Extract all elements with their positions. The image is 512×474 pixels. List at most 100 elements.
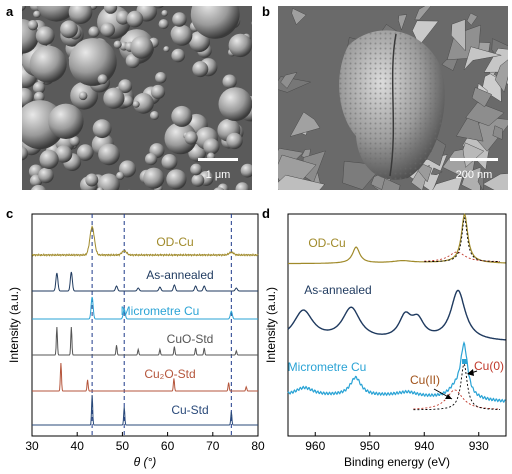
panel-letter-c: c [6,206,14,221]
xps-x-tick-label: 950 [360,439,380,453]
xrd-series-line [32,394,258,426]
xrd-series-line [32,326,258,356]
sem-fragment [461,166,482,190]
xps-series-label: OD-Cu [308,236,345,250]
xps-series-label: As-annealed [304,283,371,297]
sem-particle [116,171,125,180]
xrd-series-line [32,271,258,292]
sem-fragment [451,19,466,52]
sem-particle [77,144,94,161]
xps-peak-marker [462,359,468,364]
sem-particle [92,119,112,139]
sem-particle [96,187,104,190]
sem-particle [155,72,167,84]
sem-particle [29,45,67,83]
sem-particle [184,131,198,145]
sem-particle [68,6,93,24]
xps-series-line [287,289,506,341]
xps-chart: OD-Cu As-annealed Micrometre Cu Cu(II) Cu(0)… [264,213,507,469]
sem-particle [68,38,117,86]
sem-particle [161,10,168,17]
scale-bar-b-label: 200 nm [456,169,493,181]
sem-particle [171,24,193,46]
sem-fragment [289,111,321,137]
sem-particle [164,122,197,155]
xrd-x-axis-label: θ (°) [134,455,157,469]
xps-series-label: Micrometre Cu [288,360,367,374]
sem-particle [30,184,47,190]
sem-particle [172,12,187,27]
sem-fragment [482,173,508,190]
xps-series-line [288,213,506,265]
sem-particle [113,40,122,49]
panel-letter-b: b [262,4,270,19]
xps-fit-curve [424,216,500,263]
sem-particle [36,6,77,22]
sem-particle [78,91,88,101]
xps-x-axis-label: Binding energy (eV) [344,455,450,469]
scale-bar-a-label: 1 μm [206,169,231,181]
sem-particle [190,163,203,176]
xrd-plot-frame [31,213,259,437]
xrd-series-label: OD-Cu [156,235,193,249]
sem-fragment [430,167,443,176]
sem-fragment [471,87,492,108]
xrd-chart: OD-Cu As-annealed Micrometre Cu CuO-Std Cu₂O… [7,213,265,469]
sem-particle [145,153,158,166]
xps-fit-curve [413,389,500,410]
sem-fragment [463,46,502,71]
sem-fragment [477,175,485,190]
sem-particle [163,46,170,53]
sem-particle [104,6,118,14]
sem-particle [133,92,154,114]
sem-fragment [280,71,298,89]
sem-particle [121,95,134,107]
sem-particle [35,26,55,46]
sem-particle [222,74,237,89]
sem-particle [69,136,80,147]
xps-annotation-arrowhead [445,394,452,399]
sem-particle [235,182,250,190]
xrd-x-tick-label: 30 [25,439,39,453]
sem-particle [60,20,78,39]
scale-bar-a: 1 μm [198,158,238,181]
sem-particle [27,20,39,31]
xps-annotation-arrowhead [467,369,474,376]
sem-particle [240,163,252,178]
xrd-series-line [31,225,259,257]
xps-y-axis-label: Intensity (a.u.) [264,287,278,363]
xps-x-tick-label: 960 [305,439,325,453]
sem-particle [97,74,108,85]
sem-particle [115,10,130,25]
sem-particle [161,154,178,170]
sem-particle [191,174,205,187]
sem-image-b: 200 nm [278,6,508,190]
sem-particle [33,10,41,18]
sem-particle [100,22,116,37]
xrd-series-label: CuO-Std [167,332,214,346]
sem-particle [38,167,54,184]
sem-fragment [465,102,505,127]
sem-fragment [466,12,478,26]
sem-particle [213,187,225,190]
sem-particle [97,173,120,190]
sem-particle [132,100,140,108]
sem-particle [171,105,193,127]
xrd-x-tick-label: 50 [116,439,130,453]
panel-letter-d: d [262,206,270,221]
xrd-x-tick-label: 70 [206,439,220,453]
sem-particle [88,26,100,38]
sem-particle [103,87,125,109]
sem-particle [48,103,84,139]
panel-letter-a: a [6,4,14,19]
sem-particle [190,6,240,39]
sem-particle [218,87,252,121]
xrd-series-label: Micrometre Cu [121,304,200,318]
xrd-series-line [32,296,258,320]
sem-fragment [462,142,485,168]
sem-fragment [494,59,508,93]
xps-fit-curve [424,251,500,262]
sem-particle [192,61,209,78]
sem-particle [54,145,73,163]
